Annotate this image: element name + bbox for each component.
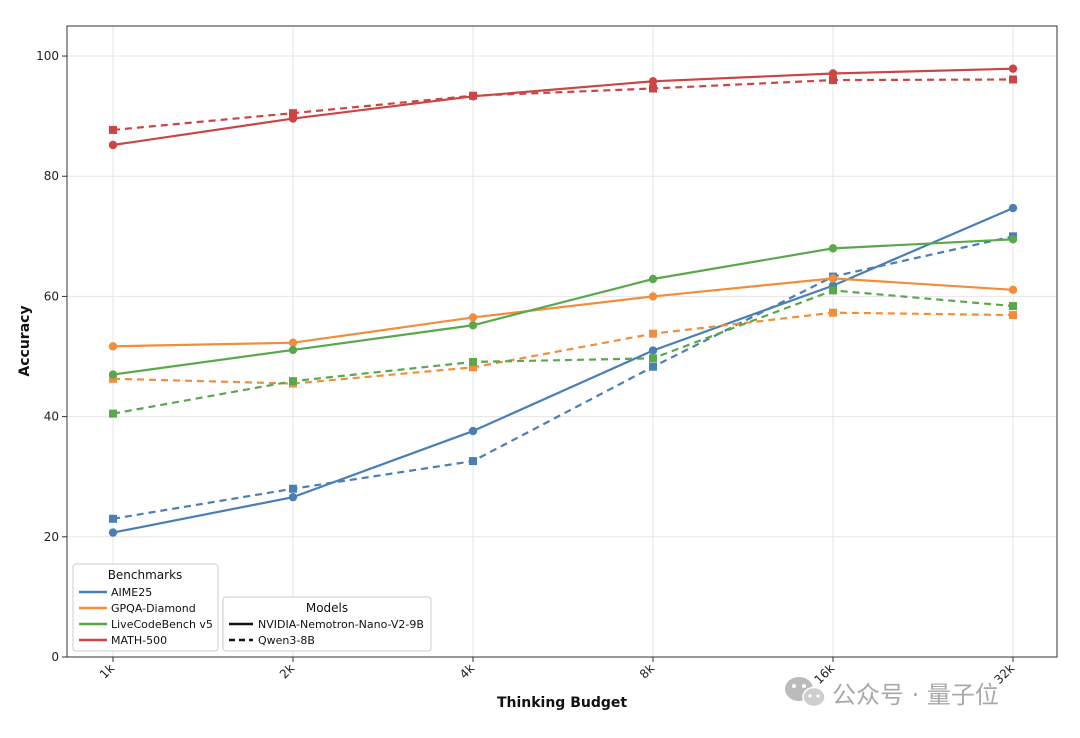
series-line-livecodebench-v5-qwen3: [112, 289, 1014, 415]
legend-models-box: [222, 596, 432, 652]
series-line-aime25-nemotron: [112, 207, 1014, 534]
x-tick-label: 8k: [637, 661, 657, 681]
data-point-livecodebench-v5-qwen3: [289, 377, 297, 386]
legend-label-math500: MATH-500: [111, 634, 167, 647]
data-point-livecodebench-v5-qwen3: [469, 357, 477, 366]
data-point-aime25-nemotron: [648, 346, 658, 355]
series-line-math-500-nemotron: [112, 67, 1014, 147]
legend-models: Models NVIDIA-Nemotron-Nano-V2-9B Qwen3-…: [222, 596, 432, 652]
watermark: 公众号 · 量子位: [785, 677, 999, 709]
legend-label-aime25: AIME25: [111, 586, 152, 599]
y-axis-title: Accuracy: [17, 305, 33, 376]
x-tick-label: 1k: [97, 661, 117, 681]
series-line-livecodebench-v5-nemotron: [112, 238, 1014, 376]
data-point-livecodebench-v5-nemotron: [648, 274, 658, 284]
data-point-gpqa-diamond-nemotron: [108, 342, 118, 351]
legend-benchmarks-box: [72, 563, 219, 652]
plot-area-border: [66, 25, 1058, 658]
y-tick-label: 40: [44, 410, 59, 424]
data-point-livecodebench-v5-qwen3: [1009, 302, 1017, 311]
data-point-gpqa-diamond-qwen3: [469, 363, 477, 372]
y-tick-label: 80: [44, 169, 59, 183]
data-point-math-500-qwen3: [469, 91, 477, 100]
x-tick-label: 4k: [457, 661, 477, 681]
series-points: [108, 64, 1018, 537]
data-point-livecodebench-v5-qwen3: [829, 286, 837, 295]
series-line-math-500-qwen3: [112, 78, 1014, 132]
y-axis: 0 20 40 60 80 100: [36, 49, 67, 664]
data-point-livecodebench-v5-nemotron: [288, 345, 298, 355]
data-point-math-500-nemotron: [648, 77, 658, 86]
series-line-gpqa-diamond-qwen3: [112, 311, 1014, 385]
data-point-math-500-qwen3: [829, 76, 837, 85]
data-point-math-500-qwen3: [109, 125, 117, 134]
data-point-math-500-nemotron: [828, 69, 838, 78]
data-point-aime25-nemotron: [1008, 203, 1018, 213]
x-axis-title: Thinking Budget: [497, 695, 627, 711]
series-line-aime25-qwen3: [112, 235, 1014, 520]
data-point-aime25-nemotron: [108, 528, 118, 537]
data-point-aime25-nemotron: [288, 492, 298, 502]
wechat-icon: [785, 677, 826, 708]
data-point-math-500-nemotron: [1008, 64, 1018, 73]
data-point-aime25-qwen3: [109, 514, 117, 523]
legend-label-qwen: Qwen3-8B: [258, 634, 315, 647]
data-point-gpqa-diamond-nemotron: [468, 313, 478, 322]
data-point-aime25-qwen3: [649, 362, 657, 371]
legend-label-nemotron: NVIDIA-Nemotron-Nano-V2-9B: [258, 618, 424, 631]
y-tick-label: 20: [44, 530, 59, 544]
y-tick-label: 100: [36, 49, 59, 63]
data-point-math-500-qwen3: [289, 109, 297, 118]
data-point-gpqa-diamond-qwen3: [829, 308, 837, 317]
series-line-gpqa-diamond-nemotron: [112, 277, 1014, 348]
legend-label-livecodebench: LiveCodeBench v5: [111, 618, 213, 631]
legend-models-title: Models: [306, 601, 348, 615]
watermark-text: 公众号 · 量子位: [832, 681, 999, 709]
data-point-livecodebench-v5-nemotron: [468, 321, 478, 330]
x-tick-label: 2k: [277, 661, 297, 681]
data-point-livecodebench-v5-nemotron: [828, 244, 838, 253]
legend-benchmarks: Benchmarks AIME25 GPQA-Diamond LiveCodeB…: [72, 563, 219, 652]
grid-lines: [67, 26, 1057, 658]
data-point-math-500-qwen3: [649, 84, 657, 93]
data-point-math-500-qwen3: [1009, 75, 1017, 84]
data-point-aime25-qwen3: [469, 457, 477, 466]
legend-label-gpqa: GPQA-Diamond: [111, 602, 196, 615]
series-lines: [112, 67, 1014, 534]
data-point-gpqa-diamond-qwen3: [1009, 311, 1017, 320]
data-point-gpqa-diamond-nemotron: [828, 274, 838, 283]
data-point-livecodebench-v5-nemotron: [108, 370, 118, 379]
data-point-aime25-nemotron: [468, 426, 478, 436]
data-point-gpqa-diamond-nemotron: [648, 292, 658, 301]
data-point-aime25-qwen3: [289, 484, 297, 493]
data-point-livecodebench-v5-nemotron: [1008, 235, 1018, 244]
data-point-gpqa-diamond-qwen3: [649, 329, 657, 338]
data-point-math-500-nemotron: [108, 140, 118, 150]
data-point-gpqa-diamond-qwen3: [109, 374, 117, 383]
y-tick-label: 0: [51, 650, 59, 664]
data-point-livecodebench-v5-qwen3: [109, 409, 117, 418]
data-point-gpqa-diamond-nemotron: [288, 338, 298, 347]
data-point-gpqa-diamond-nemotron: [1008, 285, 1018, 295]
data-point-livecodebench-v5-qwen3: [649, 354, 657, 363]
legend-benchmarks-title: Benchmarks: [108, 568, 183, 582]
y-tick-label: 60: [44, 289, 59, 303]
